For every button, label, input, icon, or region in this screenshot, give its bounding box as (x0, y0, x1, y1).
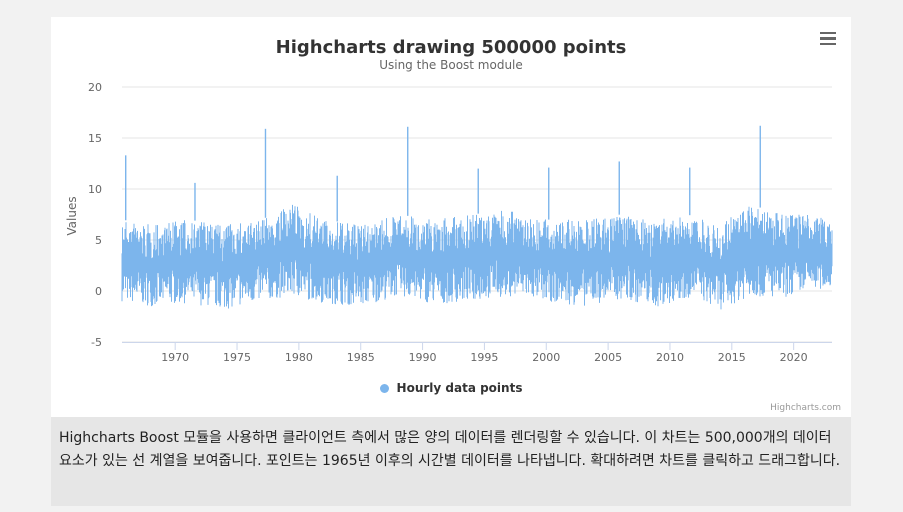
y-axis: -5 0 5 10 15 20 (88, 81, 102, 349)
y-tick-label-5: 5 (95, 234, 102, 247)
y-tick-label-10: 10 (88, 183, 102, 196)
credits-link[interactable]: Highcharts.com (770, 403, 841, 413)
chart-container[interactable]: Highcharts drawing 500000 points Using t… (51, 17, 851, 417)
chart-title: Highcharts drawing 500000 points (275, 37, 627, 58)
hamburger-menu-icon[interactable] (817, 29, 839, 49)
x-tick-label-1980: 1980 (285, 351, 313, 364)
y-tick-label--5: -5 (91, 336, 102, 349)
x-tick-label-1995: 1995 (470, 351, 498, 364)
chart-subtitle: Using the Boost module (379, 58, 523, 72)
legend: Hourly data points (51, 381, 851, 396)
x-tick-label-1990: 1990 (409, 351, 437, 364)
x-tick-label-1985: 1985 (347, 351, 375, 364)
y-tick-label-15: 15 (88, 132, 102, 145)
x-tick-label-2015: 2015 (718, 351, 746, 364)
y-axis-title: Values (65, 196, 79, 235)
x-tick-label-2000: 2000 (532, 351, 560, 364)
series-hourly-data-points-line (121, 204, 833, 310)
x-axis: 1970 1975 1980 1985 1990 1995 2000 2005 2010 2015… (122, 342, 832, 364)
y-tick-label-0: 0 (95, 285, 102, 298)
chart-description: Highcharts Boost 모듈을 사용하면 클라이언트 측에서 많은 양… (51, 417, 851, 506)
series-hourly-data-points[interactable] (121, 125, 833, 310)
y-tick-label-20: 20 (88, 81, 102, 94)
x-tick-label-1975: 1975 (223, 351, 251, 364)
x-tick-label-2005: 2005 (594, 351, 622, 364)
legend-item-hourly-data-points[interactable]: Hourly data points (379, 381, 523, 395)
legend-symbol-icon (379, 383, 389, 393)
x-tick-label-2020: 2020 (780, 351, 808, 364)
legend-label: Hourly data points (396, 381, 523, 395)
x-tick-label-1970: 1970 (161, 351, 189, 364)
x-tick-label-2010: 2010 (656, 351, 684, 364)
